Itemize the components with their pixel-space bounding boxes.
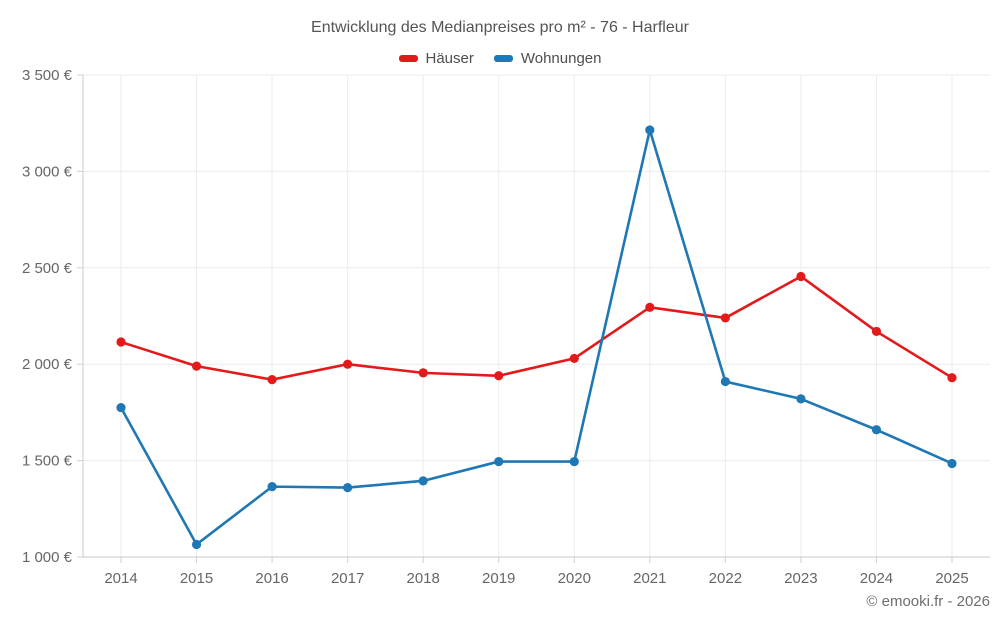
point-haeuser-2014[interactable] [116,337,126,347]
point-haeuser-2016[interactable] [267,375,277,385]
point-wohnungen-2014[interactable] [116,402,126,413]
point-haeuser-2022[interactable] [720,313,730,323]
point-wohnungen-2017[interactable] [343,482,353,493]
point-haeuser-2021[interactable] [645,302,655,312]
point-wohnungen-2016[interactable] [267,482,277,492]
x-tick-label: 2023 [784,570,817,587]
legend-label-haeuser: Häuser [425,49,474,67]
y-tick-label: 3 500 € [22,67,73,84]
point-haeuser-2019[interactable] [494,371,504,381]
x-tick-label: 2021 [633,570,666,587]
y-tick-label: 3 000 € [22,163,73,180]
x-tick-label: 2019 [482,570,515,587]
x-tick-label: 2016 [255,570,288,587]
series-line-wohnungen [119,128,954,546]
point-wohnungen-2018[interactable] [418,476,428,486]
haeuser-color-swatch [398,54,418,62]
x-tick-label: 2014 [104,570,137,587]
x-tick-label: 2024 [860,570,893,587]
x-tick-label: 2017 [331,570,364,587]
point-wohnungen-2025[interactable] [947,458,957,469]
legend-label-wohnungen: Wohnungen [520,49,602,67]
x-tick-label: 2022 [709,570,742,587]
point-haeuser-2018[interactable] [418,368,428,378]
wohnungen-color-swatch [493,54,513,62]
attribution-text: © emooki.fr - 2026 [866,593,990,610]
point-wohnungen-2023[interactable] [796,394,806,404]
chart-title: Entwicklung des Medianpreises pro m² - 7… [311,19,689,36]
series-line-haeuser [119,275,954,381]
point-wohnungen-2021[interactable] [645,125,655,135]
point-haeuser-2024[interactable] [871,326,882,337]
point-wohnungen-2020[interactable] [569,456,579,467]
point-wohnungen-2015[interactable] [191,539,202,550]
chart-legend: Häuser Wohnungen [0,47,1000,69]
y-tick-label: 1 000 € [22,549,73,566]
point-wohnungen-2024[interactable] [871,425,882,435]
point-haeuser-2020[interactable] [569,353,579,364]
point-wohnungen-2019[interactable] [494,456,504,467]
y-tick-label: 1 500 € [22,453,73,470]
point-haeuser-2015[interactable] [191,361,202,371]
legend-item-wohnungen[interactable]: Wohnungen [493,49,602,67]
y-tick-label: 2 000 € [22,356,73,373]
x-tick-label: 2025 [935,570,968,587]
x-tick-label: 2018 [406,570,439,587]
x-tick-label: 2020 [558,570,591,587]
point-haeuser-2023[interactable] [796,271,806,282]
legend-item-haeuser[interactable]: Häuser [398,49,474,67]
x-tick-label: 2015 [180,570,213,587]
y-tick-label: 2 500 € [22,260,73,277]
point-wohnungen-2022[interactable] [720,376,730,387]
point-haeuser-2025[interactable] [947,373,957,383]
point-haeuser-2017[interactable] [343,359,353,369]
